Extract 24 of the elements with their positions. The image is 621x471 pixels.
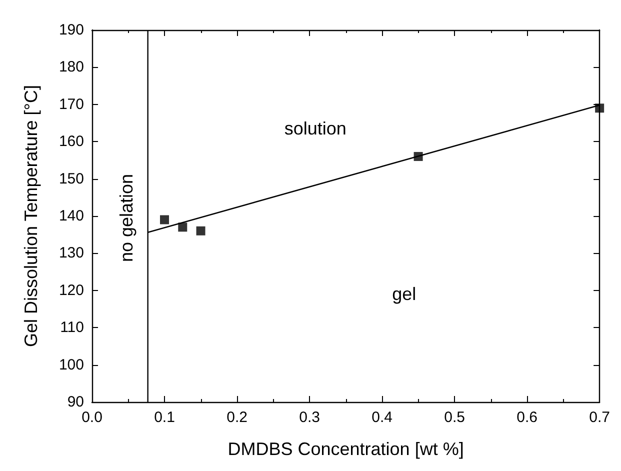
annotation: solution	[284, 118, 346, 139]
x-tick-label: 0.1	[154, 409, 175, 426]
y-tick-label: 100	[58, 356, 84, 374]
x-tick-label: 0.3	[299, 409, 320, 426]
ref-line-label: no gelation	[116, 174, 136, 262]
y-tick-label: 90	[67, 394, 84, 410]
x-tick-label: 0.7	[589, 409, 610, 426]
y-tick-label: 170	[58, 96, 84, 113]
y-axis-title: Gel Dissolution Temperature [°C]	[21, 85, 41, 347]
y-tick-label: 120	[58, 282, 84, 299]
x-tick-label: 0.2	[226, 409, 248, 426]
y-tick-label: 190	[58, 22, 84, 38]
y-tick-label: 150	[58, 170, 84, 188]
annotation: gel	[392, 284, 416, 304]
y-tick-label: 180	[58, 58, 84, 76]
x-tick-label: 0.5	[444, 409, 465, 426]
x-tick-label: 0.0	[82, 409, 102, 426]
y-tick-label: 140	[58, 208, 84, 224]
x-tick-label: 0.6	[516, 409, 538, 426]
x-axis-title: DMDBS Concentration [wt %]	[228, 439, 464, 459]
y-tick-label: 130	[58, 244, 84, 262]
x-tick-label: 0.4	[372, 409, 392, 426]
y-tick-label: 110	[60, 319, 84, 336]
y-tick-label: 160	[58, 133, 84, 150]
